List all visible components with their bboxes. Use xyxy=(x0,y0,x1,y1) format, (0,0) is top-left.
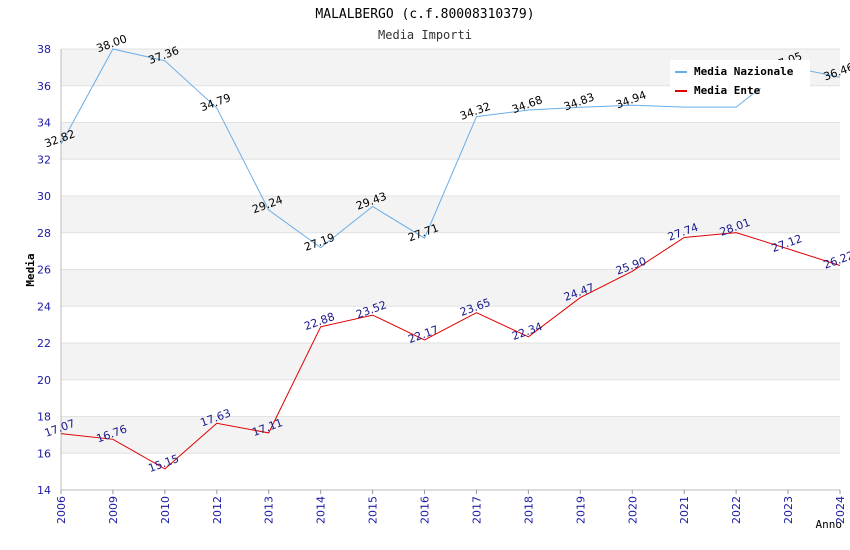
y-tick-label: 32 xyxy=(37,153,51,166)
y-tick-label: 24 xyxy=(37,300,51,313)
x-tick-label: 2006 xyxy=(55,496,68,524)
legend-box xyxy=(670,60,810,88)
plot-band xyxy=(61,416,840,454)
y-tick-label: 22 xyxy=(37,337,51,350)
x-tick-label: 2020 xyxy=(626,496,639,524)
x-tick-label: 2023 xyxy=(782,496,795,524)
y-tick-label: 38 xyxy=(37,43,51,56)
series-line-media-ente xyxy=(60,232,841,470)
chart-title: MALALBERGO (c.f.80008310379) xyxy=(315,7,534,22)
plot-band xyxy=(61,269,840,307)
plot-band xyxy=(61,453,840,490)
x-tick-label: 2013 xyxy=(263,496,276,524)
x-tick-label: 2018 xyxy=(522,496,535,524)
x-tick-label: 2014 xyxy=(315,496,328,524)
x-tick-label: 2021 xyxy=(678,496,691,524)
x-tick-label: 2022 xyxy=(730,496,743,524)
y-tick-label: 16 xyxy=(37,447,51,460)
y-tick-label: 18 xyxy=(37,411,51,424)
series-lines xyxy=(60,48,841,470)
y-tick-label: 28 xyxy=(37,227,51,240)
x-axis: 2006 2009 2010 2012 2013 2014 2015 2016 2017 2018… xyxy=(55,489,847,524)
plot-band xyxy=(61,85,840,123)
x-tick-label: 2009 xyxy=(107,496,120,524)
plot-band xyxy=(61,122,840,160)
x-tick-label: 2019 xyxy=(574,496,587,524)
y-tick-label: 14 xyxy=(37,484,51,497)
x-tick-label: 2012 xyxy=(211,496,224,524)
plot-band xyxy=(61,343,840,380)
legend-label-media-nazionale: Media Nazionale xyxy=(694,65,794,78)
plot-band xyxy=(61,196,840,233)
series-line-media-nazionale xyxy=(60,48,841,249)
chart-subtitle: Media Importi xyxy=(378,28,472,42)
x-tick-label: 2024 xyxy=(834,496,847,524)
legend: Media Nazionale Media Ente xyxy=(670,60,810,97)
y-tick-label: 30 xyxy=(37,190,51,203)
y-tick-label: 34 xyxy=(37,117,51,130)
plot-band xyxy=(61,379,840,417)
x-tick-label: 2015 xyxy=(367,496,380,524)
legend-label-media-ente: Media Ente xyxy=(694,84,761,97)
y-tick-label: 20 xyxy=(37,374,51,387)
y-tick-label: 26 xyxy=(37,264,51,277)
y-axis-label: Media xyxy=(24,253,37,286)
y-axis: 14 16 18 20 22 24 26 28 30 32 34 36 38 xyxy=(37,43,62,497)
plot-band xyxy=(61,306,840,343)
x-axis-label: Anno xyxy=(816,518,843,531)
plot-band xyxy=(61,232,840,270)
x-tick-label: 2016 xyxy=(419,496,432,524)
plot-background-bands xyxy=(61,48,840,491)
x-tick-label: 2017 xyxy=(470,496,483,524)
x-tick-label: 2010 xyxy=(159,496,172,524)
y-tick-label: 36 xyxy=(37,80,51,93)
